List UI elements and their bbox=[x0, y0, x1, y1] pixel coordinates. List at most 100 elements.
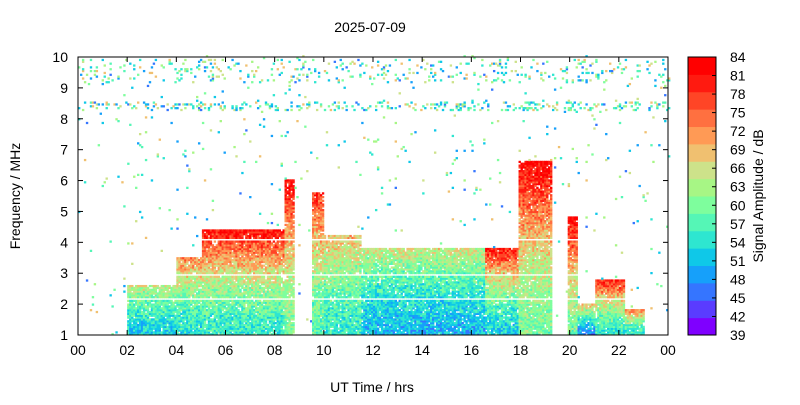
heatmap-cell bbox=[178, 286, 181, 290]
heatmap-cell bbox=[229, 249, 232, 252]
heatmap-cell bbox=[266, 255, 270, 258]
heatmap-cell bbox=[276, 108, 279, 112]
heatmap-cell bbox=[150, 299, 154, 303]
heatmap-cell bbox=[199, 266, 203, 269]
heatmap-cell bbox=[131, 312, 134, 316]
heatmap-cell bbox=[284, 194, 287, 197]
heatmap-cell bbox=[217, 283, 220, 286]
heatmap-cell bbox=[217, 284, 220, 288]
heatmap-cell bbox=[201, 246, 205, 249]
heatmap-cell bbox=[203, 240, 207, 243]
heatmap-cell bbox=[221, 251, 224, 254]
heatmap-cell bbox=[215, 275, 219, 278]
heatmap-cell bbox=[156, 294, 160, 297]
heatmap-cell bbox=[142, 69, 146, 73]
heatmap-cell bbox=[172, 318, 175, 321]
heatmap-cell bbox=[137, 329, 140, 332]
heatmap-cell bbox=[180, 286, 183, 290]
heatmap-cell bbox=[241, 294, 244, 297]
heatmap-cell bbox=[276, 333, 279, 336]
heatmap-cell bbox=[243, 318, 246, 321]
heatmap-cell bbox=[209, 129, 213, 132]
heatmap-cell bbox=[314, 262, 317, 265]
heatmap-cell bbox=[176, 266, 179, 269]
heatmap-cell bbox=[190, 264, 193, 267]
heatmap-cell bbox=[274, 264, 278, 267]
heatmap-cell bbox=[239, 264, 242, 267]
heatmap-cell bbox=[288, 188, 291, 191]
heatmap-cell bbox=[231, 247, 234, 251]
heatmap-cell bbox=[205, 329, 209, 332]
heatmap-cell bbox=[229, 277, 232, 280]
heatmap-cell bbox=[188, 320, 191, 323]
heatmap-cell bbox=[158, 296, 161, 299]
heatmap-cell bbox=[251, 290, 254, 293]
heatmap-cell bbox=[262, 331, 266, 334]
heatmap-cell bbox=[284, 292, 287, 295]
heatmap-cell bbox=[235, 229, 238, 232]
heatmap-cell bbox=[286, 207, 289, 210]
heatmap-cell bbox=[211, 66, 215, 69]
heatmap-cell bbox=[249, 259, 252, 262]
heatmap-cell bbox=[256, 292, 260, 295]
heatmap-cell bbox=[197, 307, 201, 310]
heatmap-cell bbox=[219, 301, 222, 304]
heatmap-cell bbox=[221, 299, 224, 303]
heatmap-cell bbox=[160, 105, 163, 108]
heatmap-cell bbox=[186, 103, 189, 106]
heatmap-cell bbox=[294, 160, 297, 164]
heatmap-cell bbox=[190, 277, 193, 280]
heatmap-cell bbox=[197, 266, 201, 269]
heatmap-cell bbox=[315, 108, 319, 112]
heatmap-cell bbox=[225, 234, 228, 238]
heatmap-cell bbox=[270, 333, 274, 336]
heatmap-cell bbox=[127, 333, 130, 336]
heatmap-cell bbox=[227, 307, 230, 310]
heatmap-cell bbox=[278, 333, 281, 336]
heatmap-cell bbox=[170, 331, 173, 334]
heatmap-cell bbox=[162, 323, 165, 327]
heatmap-cell bbox=[245, 264, 248, 267]
heatmap-cell bbox=[314, 325, 317, 328]
heatmap-cell bbox=[186, 325, 189, 328]
heatmap-cell bbox=[284, 279, 287, 282]
heatmap-cell bbox=[284, 283, 287, 286]
heatmap-cell bbox=[182, 264, 185, 267]
heatmap-cell bbox=[158, 292, 161, 295]
heatmap-cell bbox=[270, 322, 274, 325]
heatmap-cell bbox=[284, 183, 287, 186]
heatmap-cell bbox=[78, 107, 81, 110]
heatmap-cell bbox=[199, 322, 203, 325]
heatmap-cell bbox=[268, 279, 272, 282]
heatmap-cell bbox=[237, 301, 240, 304]
heatmap-cell bbox=[158, 329, 161, 332]
heatmap-cell bbox=[223, 281, 226, 284]
heatmap-cell bbox=[138, 132, 142, 136]
heatmap-cell bbox=[276, 290, 279, 293]
heatmap-cell bbox=[225, 325, 228, 328]
heatmap-cell bbox=[219, 259, 222, 262]
heatmap-cell bbox=[229, 292, 232, 295]
heatmap-cell bbox=[241, 264, 244, 267]
heatmap-cell bbox=[258, 281, 262, 284]
heatmap-cell bbox=[192, 260, 195, 264]
heatmap-cell bbox=[174, 318, 177, 321]
heatmap-cell bbox=[168, 299, 171, 303]
heatmap-cell bbox=[190, 307, 193, 310]
heatmap-cell bbox=[256, 262, 260, 265]
heatmap-cell bbox=[262, 275, 266, 278]
heatmap-cell bbox=[196, 309, 199, 312]
heatmap-cell bbox=[192, 284, 195, 288]
heatmap-cell bbox=[192, 107, 195, 110]
heatmap-cell bbox=[209, 103, 213, 106]
heatmap-cell bbox=[152, 327, 156, 330]
heatmap-cell bbox=[197, 305, 201, 308]
heatmap-cell bbox=[209, 325, 213, 328]
heatmap-cell bbox=[280, 277, 283, 280]
heatmap-cell bbox=[245, 275, 248, 278]
heatmap-cell bbox=[288, 257, 291, 260]
heatmap-cell bbox=[231, 240, 234, 243]
heatmap-cell bbox=[203, 286, 207, 290]
heatmap-cell bbox=[201, 288, 205, 291]
heatmap-cell bbox=[278, 329, 281, 332]
